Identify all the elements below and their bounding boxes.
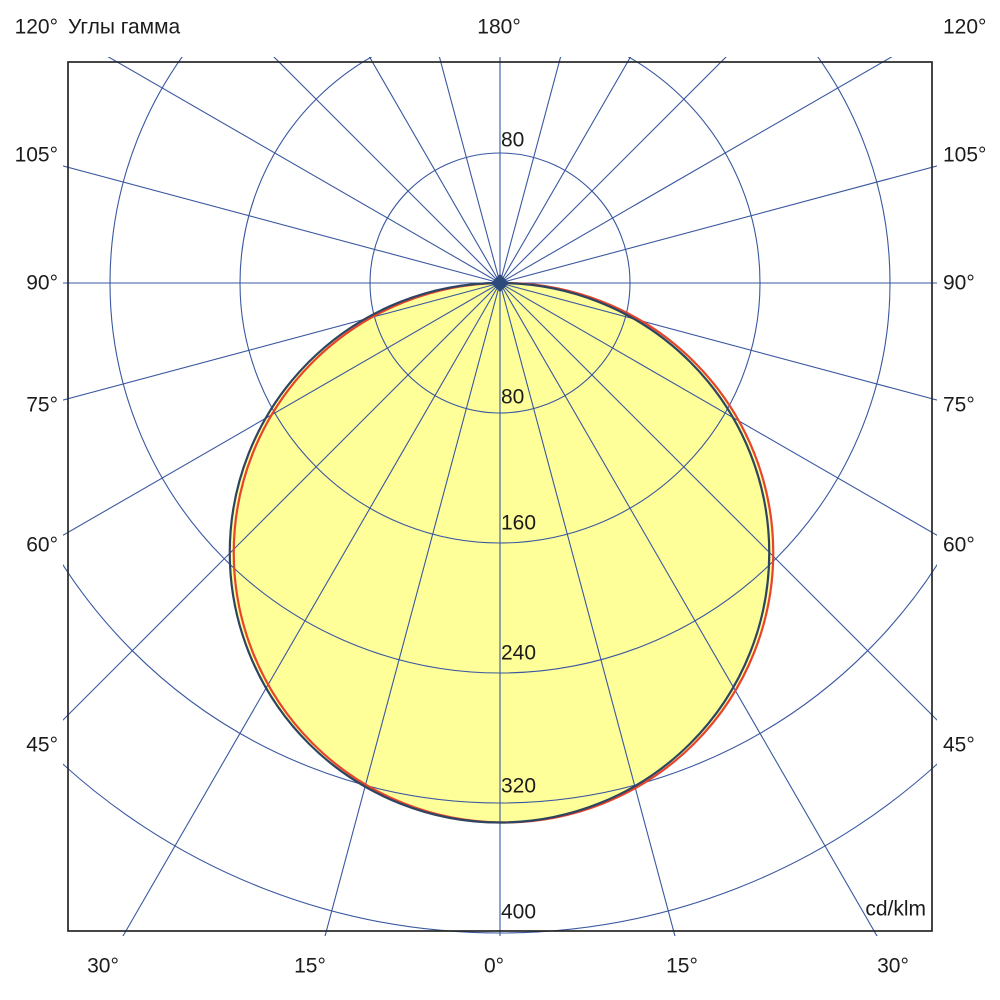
gamma-label-90-left: 90° <box>26 271 58 295</box>
gamma-label-30-bottom-right: 30° <box>877 954 909 978</box>
angle-grid-line <box>499 282 937 721</box>
angle-grid-line <box>63 282 501 401</box>
chart-title: Углы гамма <box>68 15 181 39</box>
gamma-label-90-right: 90° <box>943 271 975 295</box>
angle-grid-line <box>499 282 676 936</box>
angle-grid-line <box>122 282 501 936</box>
radial-tick-80-above: 80 <box>501 128 525 152</box>
angle-grid-line <box>63 282 501 721</box>
gamma-label-45-left: 45° <box>26 733 58 757</box>
gamma-label-60-right: 60° <box>943 533 975 557</box>
gamma-label-120-top-left: 120° <box>14 15 58 39</box>
angle-grid-line <box>63 282 501 536</box>
radial-tick-160: 160 <box>501 511 537 535</box>
angle-grid-line <box>273 57 501 284</box>
gamma-label-30-bottom-left: 30° <box>87 954 119 978</box>
gamma-label-60-left: 60° <box>26 533 58 557</box>
plot-frame <box>67 61 933 932</box>
polar-center-marker <box>491 274 509 292</box>
angle-grid-line <box>63 165 501 284</box>
gamma-label-75-left: 75° <box>26 393 58 417</box>
radial-tick-320: 320 <box>501 774 537 798</box>
radial-tick-240: 240 <box>501 641 537 665</box>
angle-grid-line <box>499 282 937 401</box>
gamma-label-105-left: 105° <box>14 143 58 167</box>
angle-grid-line <box>499 57 632 284</box>
gamma-label-0-bottom: 0° <box>483 954 505 978</box>
angle-grid-line <box>368 57 501 284</box>
gamma-label-45-right: 45° <box>943 733 975 757</box>
angle-grid-line <box>499 282 937 536</box>
gamma-label-180-top: 180° <box>477 15 521 39</box>
gamma-label-75-right: 75° <box>943 393 975 417</box>
radial-tick-80: 80 <box>501 385 525 409</box>
angle-grid-line <box>438 57 501 284</box>
radial-tick-400: 400 <box>501 900 537 924</box>
angle-grid-line <box>499 165 937 284</box>
gamma-label-120-top-right: 120° <box>943 15 987 39</box>
angle-grid-line <box>324 282 501 936</box>
gamma-label-15-bottom-right: 15° <box>666 954 698 978</box>
angle-grid-line <box>499 57 727 284</box>
angle-grid-line <box>499 282 878 936</box>
units-label: cd/klm <box>865 897 926 921</box>
angle-grid-line <box>499 57 562 284</box>
gamma-label-15-bottom-left: 15° <box>294 954 326 978</box>
angle-grid-line <box>499 57 893 284</box>
gamma-label-105-right: 105° <box>943 143 987 167</box>
angle-grid-line <box>107 57 501 284</box>
